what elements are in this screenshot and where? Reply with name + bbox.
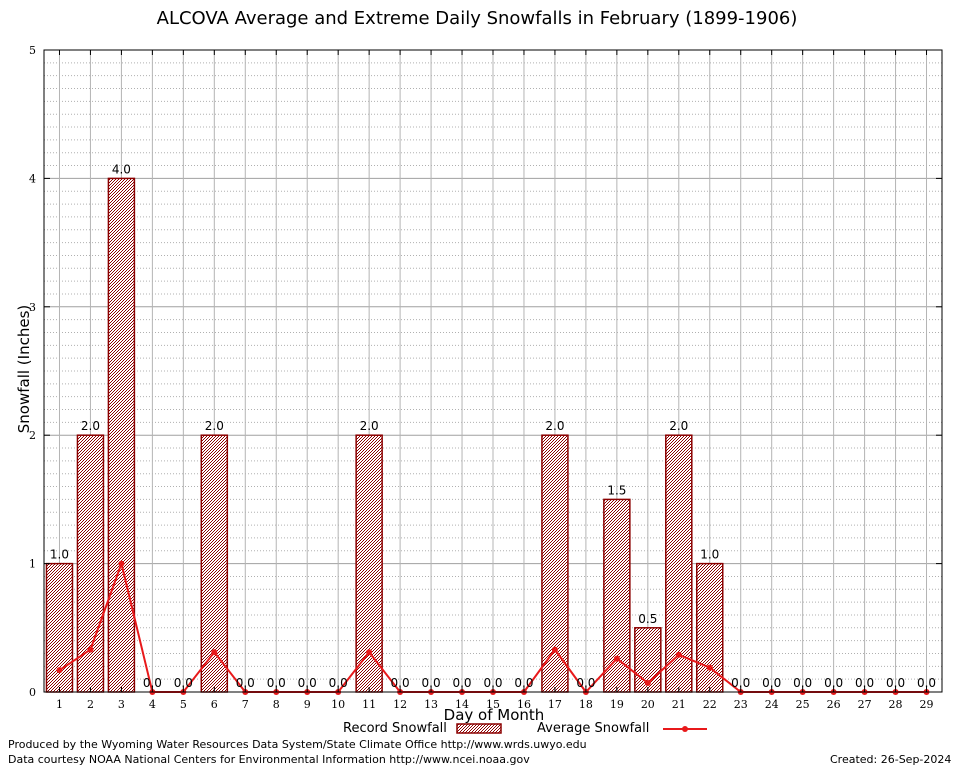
footer-created: Created: 26-Sep-2024 — [830, 753, 952, 766]
bar-value-label: 0.0 — [143, 676, 162, 690]
bar-day-17 — [541, 434, 569, 693]
bar-value-label: 0.0 — [391, 676, 410, 690]
bar-value-label: 2.0 — [360, 419, 379, 433]
average-point-day-6 — [211, 649, 218, 656]
x-tick-label: 26 — [827, 698, 841, 711]
bar-value-label: 0.0 — [886, 676, 905, 690]
bar-value-label: 0.0 — [452, 676, 471, 690]
x-tick-label: 5 — [180, 698, 187, 711]
legend-average-label: Average Snowfall — [537, 721, 650, 736]
average-point-day-19 — [613, 655, 620, 662]
x-tick-label: 22 — [703, 698, 717, 711]
bar-value-label: 0.0 — [731, 676, 750, 690]
bar-value-label: 0.0 — [267, 676, 286, 690]
bar-value-label: 1.5 — [607, 483, 626, 497]
bar-value-label: 0.0 — [855, 676, 874, 690]
x-tick-label: 14 — [455, 698, 469, 711]
y-tick-label: 2 — [29, 429, 36, 442]
footer-courtesy: Data courtesy NOAA National Centers for … — [8, 753, 530, 766]
legend-average-marker — [682, 726, 688, 732]
average-point-day-21 — [675, 651, 682, 658]
bar-value-label: 0.0 — [174, 676, 193, 690]
x-tick-label: 1 — [56, 698, 63, 711]
bar-day-3 — [107, 177, 136, 693]
bar-day-2 — [76, 434, 105, 693]
average-point-day-22 — [706, 664, 713, 671]
x-tick-label: 2 — [87, 698, 94, 711]
average-point-day-3 — [118, 560, 125, 567]
bar-value-label: 1.0 — [700, 548, 719, 562]
x-tick-label: 28 — [889, 698, 903, 711]
x-tick-label: 16 — [517, 698, 531, 711]
bar-value-label: 0.0 — [236, 676, 255, 690]
bar-value-label: 1.0 — [50, 548, 69, 562]
legend-record-label: Record Snowfall — [343, 721, 447, 736]
bar-value-label: 0.0 — [422, 676, 441, 690]
x-tick-label: 23 — [734, 698, 748, 711]
bar-value-label: 0.0 — [329, 676, 348, 690]
x-tick-label: 4 — [149, 698, 156, 711]
bar-value-label: 0.5 — [638, 612, 657, 626]
bar-value-label: 0.0 — [483, 676, 502, 690]
bar-day-22 — [696, 562, 724, 693]
bar-value-label: 0.0 — [793, 676, 812, 690]
bar-value-label: 4.0 — [112, 162, 131, 176]
x-tick-label: 29 — [920, 698, 934, 711]
y-tick-label: 4 — [29, 172, 36, 185]
x-tick-label: 18 — [579, 698, 593, 711]
x-tick-label: 3 — [118, 698, 125, 711]
y-tick-label: 3 — [29, 301, 36, 314]
bar-day-19 — [603, 498, 631, 693]
y-tick-label: 5 — [29, 44, 36, 57]
x-axis-label: Day of Month — [443, 706, 545, 724]
x-tick-label: 13 — [424, 698, 438, 711]
x-tick-label: 10 — [331, 698, 345, 711]
x-tick-label: 7 — [242, 698, 249, 711]
x-tick-label: 17 — [548, 698, 562, 711]
x-tick-label: 15 — [486, 698, 500, 711]
average-point-day-11 — [366, 649, 373, 656]
y-tick-label: 1 — [29, 558, 36, 571]
footer-produced-by: Produced by the Wyoming Water Resources … — [8, 738, 587, 751]
bar-value-label: 0.0 — [824, 676, 843, 690]
bar-value-label: 0.0 — [514, 676, 533, 690]
legend-record-swatch — [456, 723, 502, 734]
bar-value-label: 2.0 — [545, 419, 564, 433]
x-tick-label: 19 — [610, 698, 624, 711]
x-tick-label: 12 — [393, 698, 407, 711]
x-tick-label: 24 — [765, 698, 779, 711]
average-point-day-2 — [87, 646, 94, 653]
bar-value-label: 2.0 — [205, 419, 224, 433]
x-tick-label: 8 — [273, 698, 280, 711]
x-tick-label: 21 — [672, 698, 686, 711]
chart-title: ALCOVA Average and Extreme Daily Snowfal… — [156, 8, 798, 29]
x-tick-label: 27 — [858, 698, 872, 711]
x-tick-label: 6 — [211, 698, 218, 711]
bar-value-label: 0.0 — [576, 676, 595, 690]
x-tick-label: 20 — [641, 698, 655, 711]
x-tick-label: 11 — [362, 698, 376, 711]
average-point-day-20 — [644, 680, 651, 687]
bar-value-label: 0.0 — [298, 676, 317, 690]
bar-value-label: 2.0 — [81, 419, 100, 433]
bar-value-label: 0.0 — [917, 676, 936, 690]
average-point-day-1 — [56, 667, 63, 674]
y-axis-label: Snowfall (Inches) — [15, 304, 33, 434]
x-tick-label: 9 — [304, 698, 311, 711]
x-tick-label: 25 — [796, 698, 810, 711]
bar-value-label: 2.0 — [669, 419, 688, 433]
average-point-day-17 — [551, 646, 558, 653]
bar-value-label: 0.0 — [762, 676, 781, 690]
y-tick-label: 0 — [29, 686, 36, 699]
